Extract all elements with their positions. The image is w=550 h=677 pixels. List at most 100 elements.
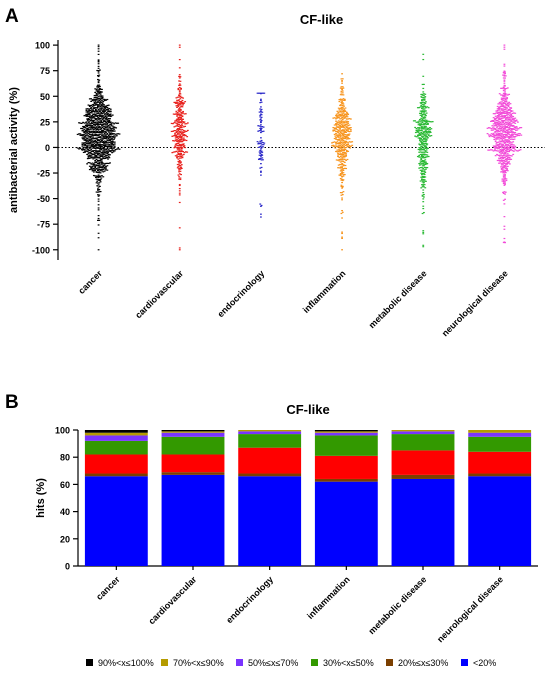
data-point	[427, 122, 429, 124]
data-point	[178, 59, 181, 61]
data-point	[97, 78, 99, 81]
data-point	[503, 164, 506, 167]
data-point	[180, 129, 182, 131]
data-point	[338, 153, 341, 155]
data-point	[507, 162, 510, 164]
data-point	[111, 133, 114, 135]
data-point	[261, 126, 264, 128]
data-point	[520, 134, 523, 136]
data-point	[422, 207, 425, 210]
data-point	[505, 154, 508, 156]
data-point	[421, 101, 423, 104]
data-point	[496, 130, 498, 132]
data-point	[337, 164, 340, 166]
data-point	[512, 136, 515, 138]
data-point	[426, 154, 429, 156]
data-point	[515, 126, 518, 128]
data-point	[424, 150, 427, 152]
data-point	[94, 168, 97, 170]
data-point	[102, 134, 105, 136]
data-point	[102, 167, 105, 169]
data-point	[106, 124, 109, 126]
data-point	[505, 152, 508, 154]
data-point	[182, 118, 185, 120]
data-point	[421, 118, 424, 120]
data-point	[503, 122, 506, 124]
data-point	[343, 131, 346, 133]
data-point	[90, 110, 93, 113]
data-point	[345, 134, 348, 136]
data-point	[97, 224, 100, 226]
data-point	[91, 124, 94, 127]
data-point	[95, 99, 98, 101]
data-point	[180, 103, 182, 105]
data-point	[97, 93, 99, 95]
data-point	[421, 169, 423, 171]
data-point	[419, 160, 422, 162]
bar-segment	[238, 473, 302, 477]
data-point	[341, 104, 344, 107]
data-point	[97, 84, 99, 86]
x-tick-label: endocrinology	[215, 268, 266, 319]
data-point	[177, 152, 180, 155]
data-point	[501, 101, 504, 103]
data-point	[508, 123, 511, 125]
data-point	[502, 180, 505, 182]
data-point	[342, 94, 345, 96]
data-point	[97, 48, 100, 50]
data-point	[422, 75, 425, 77]
data-point	[95, 133, 98, 136]
data-point	[507, 149, 510, 151]
data-point	[176, 96, 179, 98]
data-point	[92, 108, 95, 110]
data-point	[180, 150, 183, 153]
data-point	[88, 127, 91, 129]
data-point	[421, 96, 423, 98]
data-point	[512, 112, 515, 114]
data-point	[514, 145, 517, 147]
data-point	[428, 132, 431, 134]
data-point	[338, 99, 341, 101]
data-point	[422, 154, 425, 156]
data-point	[510, 114, 513, 116]
data-point	[115, 122, 118, 124]
data-point	[109, 135, 111, 138]
data-point	[104, 115, 107, 118]
data-point	[424, 145, 427, 147]
data-point	[341, 143, 344, 145]
data-point	[113, 150, 116, 152]
data-point	[418, 164, 421, 166]
data-point	[417, 148, 420, 151]
data-point	[500, 112, 503, 115]
data-point	[504, 171, 506, 173]
data-point	[498, 93, 501, 95]
data-point	[339, 125, 342, 128]
data-point	[176, 123, 178, 125]
bar-segment	[468, 436, 532, 452]
legend-item: 90%<x≤100%	[86, 658, 154, 668]
data-point	[342, 115, 345, 117]
bar-segment	[84, 435, 148, 441]
data-point	[506, 149, 509, 151]
data-point	[419, 129, 422, 132]
data-point	[184, 113, 187, 115]
data-point	[84, 151, 86, 153]
data-point	[508, 154, 511, 156]
data-point	[337, 136, 340, 138]
data-point	[503, 80, 506, 82]
data-point	[180, 96, 183, 98]
data-point	[95, 140, 98, 142]
data-point	[416, 131, 419, 133]
data-point	[184, 139, 187, 141]
data-point	[91, 153, 94, 155]
data-point	[341, 117, 344, 119]
data-point	[84, 150, 86, 152]
data-point	[423, 130, 426, 132]
data-point	[176, 144, 179, 147]
data-point	[107, 115, 109, 117]
data-point	[110, 140, 113, 142]
data-point	[341, 153, 343, 155]
data-point	[423, 137, 425, 139]
data-point	[425, 121, 427, 123]
data-point	[423, 108, 426, 110]
